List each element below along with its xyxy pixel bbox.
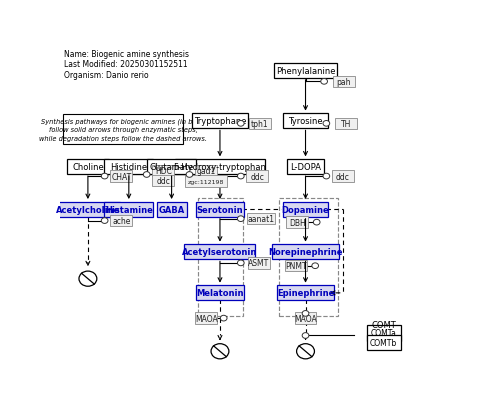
FancyBboxPatch shape <box>248 258 270 269</box>
Text: Organism: Danio rerio: Organism: Danio rerio <box>64 70 149 79</box>
FancyBboxPatch shape <box>249 118 271 130</box>
FancyBboxPatch shape <box>185 176 227 187</box>
FancyBboxPatch shape <box>147 160 196 175</box>
FancyBboxPatch shape <box>333 76 355 88</box>
FancyBboxPatch shape <box>195 312 217 324</box>
FancyBboxPatch shape <box>274 63 337 79</box>
Text: Dopamine: Dopamine <box>282 205 329 214</box>
Text: Synthesis pathways for biogenic amines (in blue)
follow solid arrows through enz: Synthesis pathways for biogenic amines (… <box>39 118 207 142</box>
Text: ddc: ddc <box>250 172 264 181</box>
Circle shape <box>238 174 244 180</box>
FancyBboxPatch shape <box>283 114 328 129</box>
Text: tph1: tph1 <box>251 119 269 128</box>
FancyBboxPatch shape <box>105 202 153 217</box>
FancyBboxPatch shape <box>110 171 132 182</box>
Text: Acetylcholine: Acetylcholine <box>56 205 120 214</box>
Circle shape <box>313 220 320 225</box>
Circle shape <box>323 174 330 180</box>
FancyBboxPatch shape <box>153 176 174 187</box>
Text: Histidine: Histidine <box>110 163 147 172</box>
FancyBboxPatch shape <box>332 171 354 182</box>
FancyBboxPatch shape <box>283 202 328 217</box>
FancyBboxPatch shape <box>156 202 187 217</box>
FancyBboxPatch shape <box>184 245 255 260</box>
Circle shape <box>302 333 309 339</box>
Text: HDC: HDC <box>155 167 172 176</box>
Text: Serotonin: Serotonin <box>197 205 243 214</box>
Circle shape <box>101 218 108 224</box>
Text: L-DOPA: L-DOPA <box>290 163 321 172</box>
FancyBboxPatch shape <box>247 213 275 225</box>
Text: PNMT: PNMT <box>285 262 307 271</box>
Text: gad1: gad1 <box>197 167 216 176</box>
FancyBboxPatch shape <box>195 166 217 177</box>
Circle shape <box>186 172 193 178</box>
Text: TH: TH <box>340 119 351 128</box>
Text: Choline: Choline <box>72 163 104 172</box>
Text: ddc: ddc <box>156 177 170 186</box>
Text: Name: Biogenic amine synthesis: Name: Biogenic amine synthesis <box>64 50 190 58</box>
Text: Glutamate: Glutamate <box>149 163 194 172</box>
Text: ache: ache <box>112 216 131 225</box>
Circle shape <box>220 315 227 321</box>
FancyBboxPatch shape <box>287 160 324 175</box>
Circle shape <box>321 79 327 85</box>
Text: Phenylalanine: Phenylalanine <box>276 67 335 76</box>
FancyBboxPatch shape <box>63 115 183 145</box>
Text: CHAT: CHAT <box>111 172 132 181</box>
Circle shape <box>211 344 229 359</box>
Text: Acetylserotonin: Acetylserotonin <box>182 248 258 257</box>
FancyBboxPatch shape <box>277 285 334 301</box>
Circle shape <box>238 261 244 266</box>
Text: aanat1: aanat1 <box>247 215 275 224</box>
Circle shape <box>238 216 244 222</box>
Text: Tryptophane: Tryptophane <box>194 117 246 126</box>
Text: 5-Hydroxy-tryptophan: 5-Hydroxy-tryptophan <box>174 163 266 172</box>
Text: COMT: COMT <box>371 320 396 329</box>
FancyBboxPatch shape <box>335 118 357 130</box>
Circle shape <box>101 174 108 180</box>
Circle shape <box>238 121 244 127</box>
FancyBboxPatch shape <box>272 245 339 260</box>
Circle shape <box>323 121 330 127</box>
Text: Histamine: Histamine <box>105 205 153 214</box>
FancyBboxPatch shape <box>67 160 108 175</box>
Text: COMTb: COMTb <box>370 338 397 347</box>
FancyBboxPatch shape <box>246 171 268 182</box>
FancyBboxPatch shape <box>153 166 174 177</box>
Text: MAOA: MAOA <box>195 314 217 323</box>
Circle shape <box>79 272 97 287</box>
Text: Norepinephrine: Norepinephrine <box>268 248 343 257</box>
Text: Tyrosine: Tyrosine <box>288 117 323 126</box>
Text: zgc:112198: zgc:112198 <box>188 179 224 184</box>
FancyBboxPatch shape <box>192 114 248 129</box>
FancyBboxPatch shape <box>195 202 244 217</box>
Text: Epinephrine: Epinephrine <box>277 289 334 298</box>
FancyBboxPatch shape <box>175 160 265 175</box>
Text: MAOA: MAOA <box>294 314 317 323</box>
FancyBboxPatch shape <box>285 261 307 272</box>
Text: ddc: ddc <box>336 172 349 181</box>
Text: Melatonin: Melatonin <box>196 289 244 298</box>
Circle shape <box>312 263 319 269</box>
FancyBboxPatch shape <box>195 285 244 301</box>
Circle shape <box>302 311 309 317</box>
FancyBboxPatch shape <box>295 312 316 324</box>
Text: COMTa: COMTa <box>371 329 396 338</box>
Text: ASMT: ASMT <box>248 259 270 268</box>
FancyBboxPatch shape <box>367 326 401 341</box>
Text: pah: pah <box>336 78 351 87</box>
Text: DBH: DBH <box>289 218 306 227</box>
FancyBboxPatch shape <box>56 202 120 217</box>
FancyBboxPatch shape <box>287 217 308 228</box>
Circle shape <box>144 172 150 178</box>
Text: Last Modified: 20250301152511: Last Modified: 20250301152511 <box>64 60 188 69</box>
FancyBboxPatch shape <box>110 216 132 227</box>
FancyBboxPatch shape <box>105 160 153 175</box>
FancyBboxPatch shape <box>367 335 401 350</box>
Text: GABA: GABA <box>158 205 185 214</box>
Circle shape <box>297 344 314 359</box>
